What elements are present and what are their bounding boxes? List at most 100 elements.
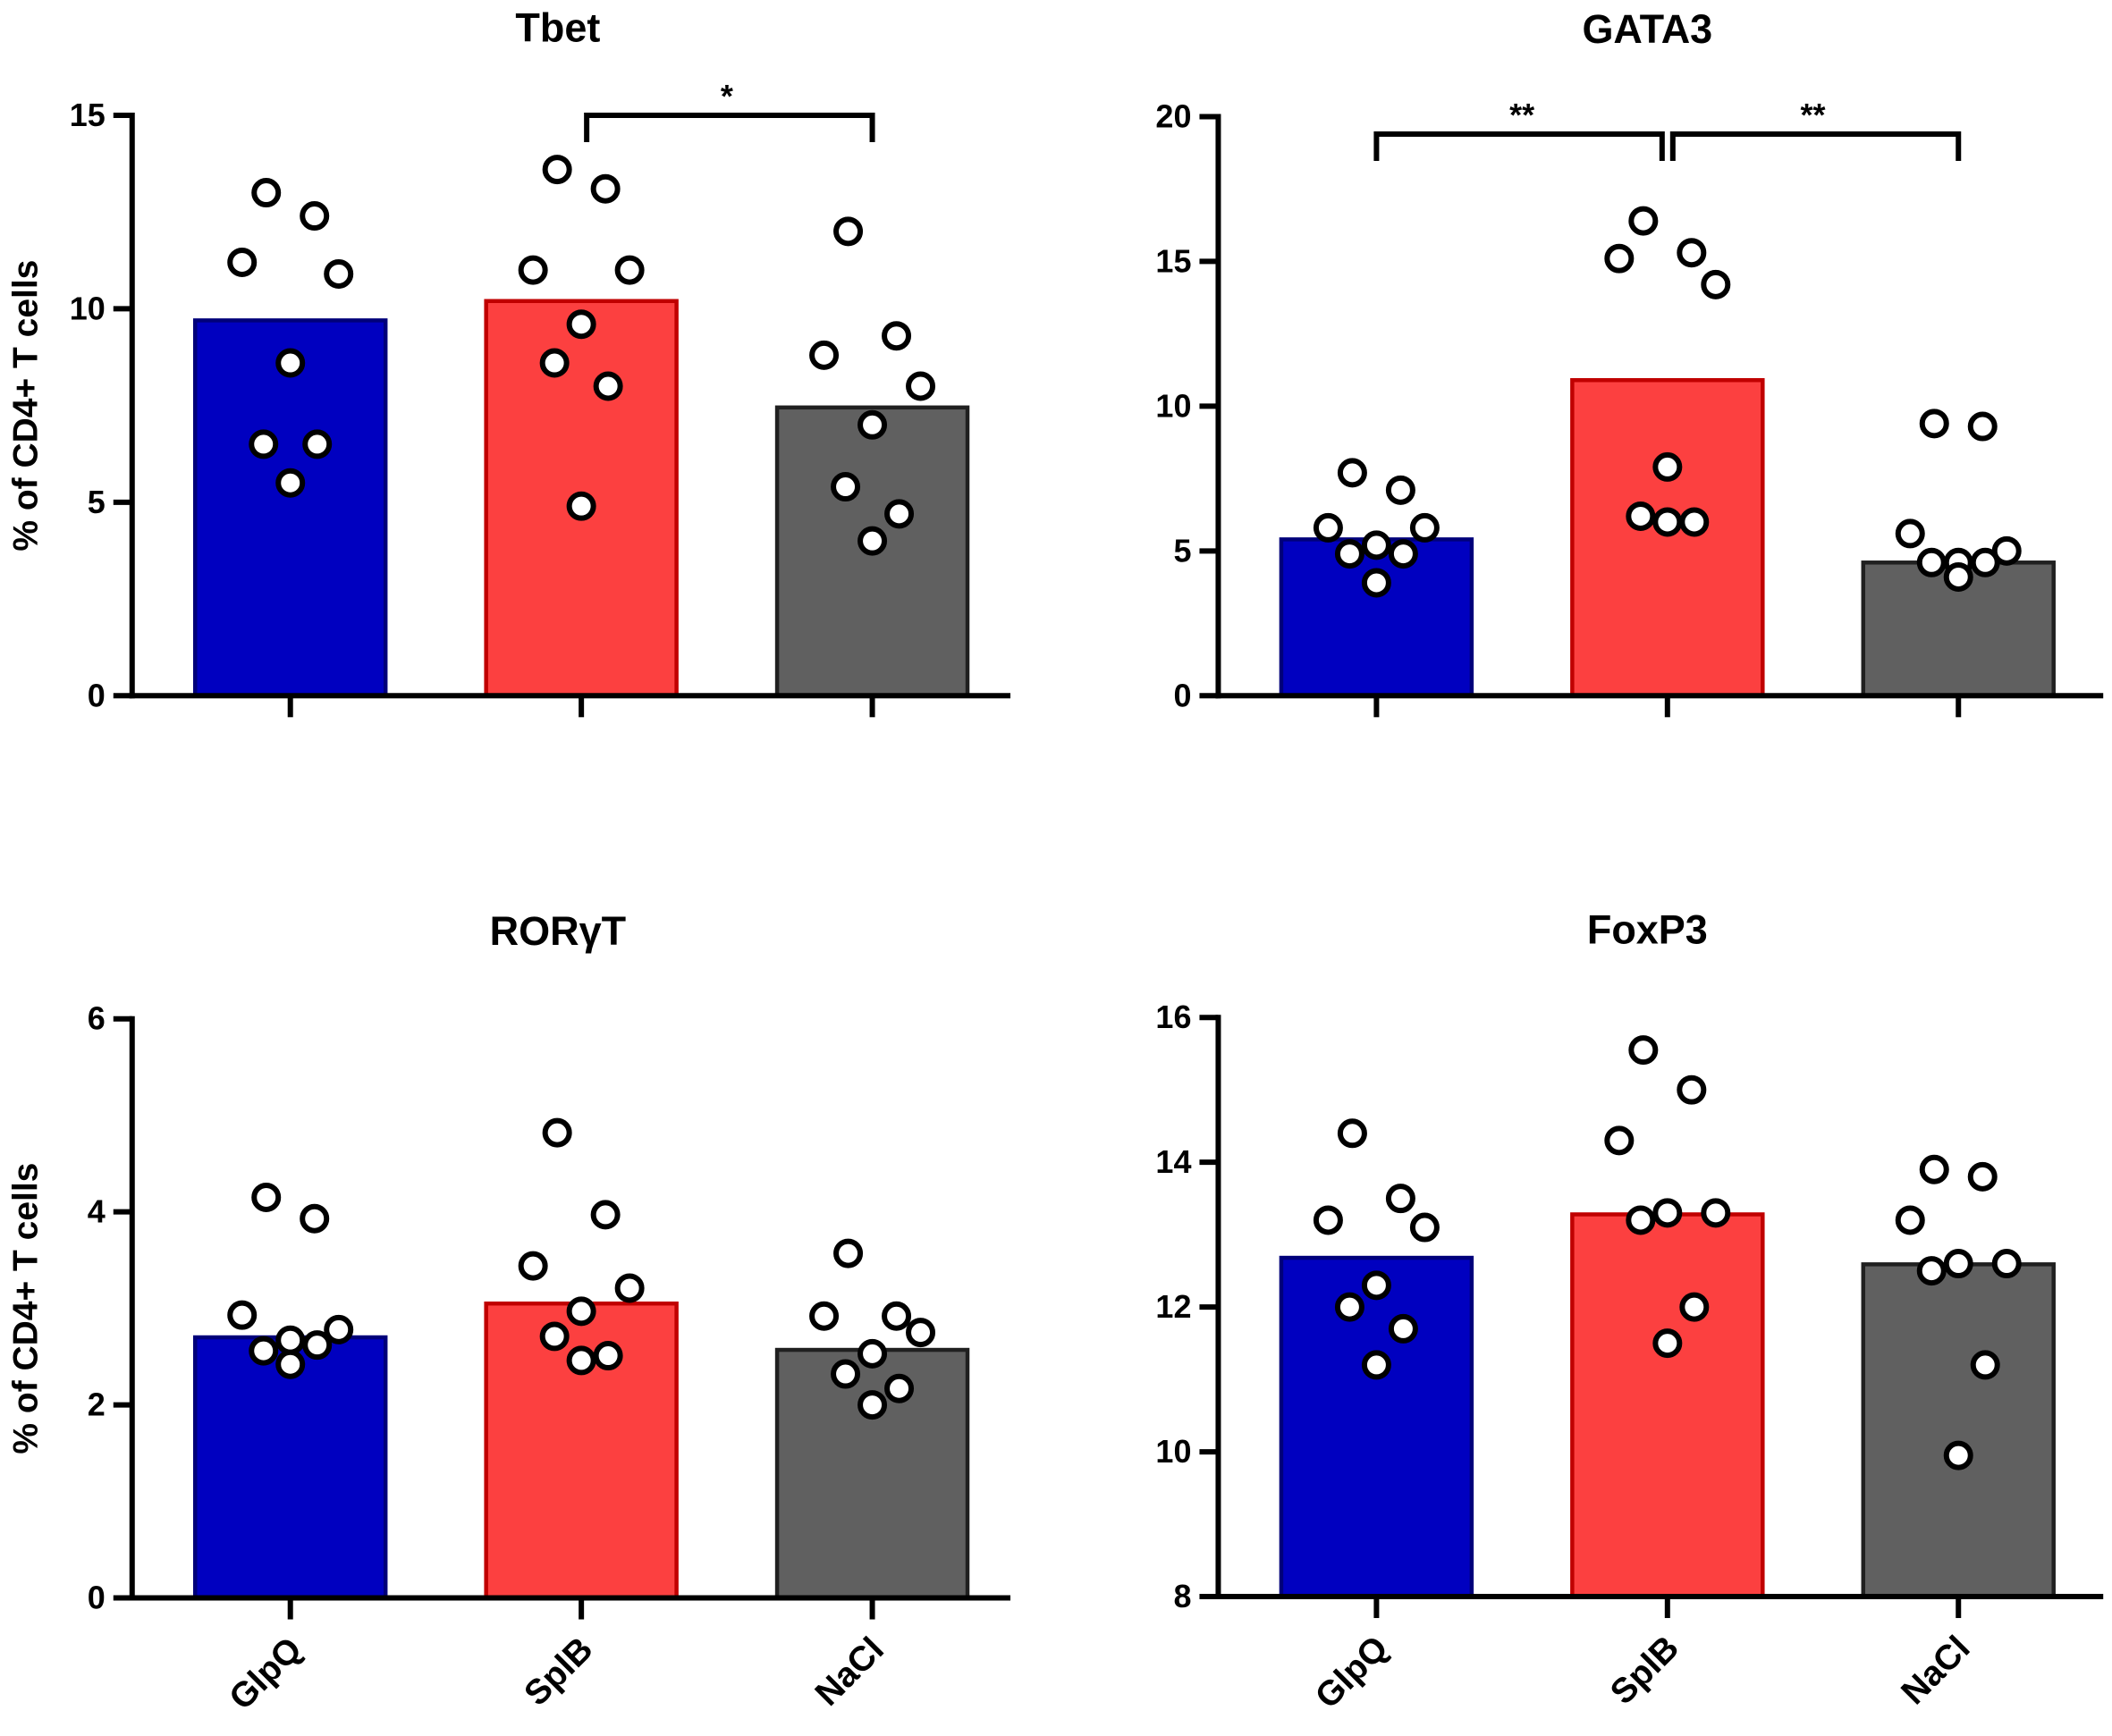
data-point xyxy=(831,472,861,502)
data-point xyxy=(539,348,570,378)
data-point xyxy=(1626,501,1656,531)
data-point xyxy=(249,1336,279,1366)
data-point xyxy=(1967,411,1998,442)
data-point xyxy=(1361,1350,1391,1380)
data-point xyxy=(1701,269,1731,299)
data-point xyxy=(302,1330,333,1361)
y-tick-label: 8 xyxy=(1173,1578,1191,1614)
y-tick-label: 15 xyxy=(1155,242,1191,279)
chart-title: GATA3 xyxy=(1582,6,1712,52)
y-tick-label: 0 xyxy=(88,677,106,713)
data-point xyxy=(1652,1328,1683,1359)
data-point xyxy=(1652,451,1683,482)
y-tick-label: 6 xyxy=(88,1000,106,1037)
data-point xyxy=(518,255,548,285)
significance-bracket xyxy=(584,112,875,142)
data-point xyxy=(251,1182,282,1212)
bar xyxy=(1279,1255,1474,1599)
data-point xyxy=(1943,1440,1973,1471)
y-tick-label: 12 xyxy=(1155,1288,1191,1325)
chart-title: Tbet xyxy=(515,4,600,50)
data-point xyxy=(1679,507,1710,537)
data-point xyxy=(1970,1350,2000,1380)
y-tick-label: 16 xyxy=(1155,999,1191,1035)
data-point xyxy=(1628,206,1659,236)
data-point xyxy=(857,1338,888,1369)
data-point xyxy=(1385,1184,1415,1214)
data-point xyxy=(275,1349,306,1379)
data-point xyxy=(1679,1292,1710,1322)
x-tick-label: SplB xyxy=(1603,1629,1686,1712)
data-point xyxy=(275,468,306,498)
x-tick-label: NaCl xyxy=(1894,1629,1977,1712)
data-point xyxy=(542,1117,572,1148)
data-point xyxy=(300,201,330,232)
data-point xyxy=(809,340,840,370)
y-axis-label: % of CD4+ T cells xyxy=(6,260,45,552)
bar xyxy=(192,318,388,698)
data-point xyxy=(1652,507,1683,537)
y-tick-label: 4 xyxy=(88,1193,106,1230)
data-point xyxy=(1337,1118,1367,1149)
data-point xyxy=(324,258,354,289)
data-point xyxy=(590,173,621,204)
data-point xyxy=(1895,1205,1925,1235)
y-tick-label: 5 xyxy=(1173,532,1191,569)
y-tick-label: 10 xyxy=(1155,387,1191,424)
data-point xyxy=(324,1314,354,1344)
data-point xyxy=(857,409,888,440)
data-point xyxy=(1409,512,1440,543)
data-point xyxy=(857,526,888,556)
data-point xyxy=(1604,1125,1635,1156)
data-point xyxy=(566,1296,596,1327)
data-point xyxy=(539,1321,570,1352)
data-point xyxy=(1604,243,1635,274)
x-tick-label: GlpQ xyxy=(1308,1629,1396,1716)
y-axis-label: % of CD4+ T cells xyxy=(6,1163,45,1454)
data-point xyxy=(542,155,572,185)
data-point xyxy=(1409,1212,1440,1243)
data-point xyxy=(1916,547,1947,577)
data-point xyxy=(1313,1205,1343,1235)
data-point xyxy=(833,1238,864,1268)
data-point xyxy=(566,491,596,521)
x-tick-label: SplB xyxy=(517,1630,600,1713)
data-point xyxy=(518,1251,548,1281)
data-point xyxy=(590,1200,621,1230)
data-point xyxy=(884,1373,915,1403)
data-point xyxy=(1991,535,2022,566)
bar xyxy=(1570,1212,1765,1599)
data-point xyxy=(614,1273,645,1303)
bar xyxy=(774,1347,970,1600)
data-point xyxy=(1628,1035,1659,1066)
data-point xyxy=(1388,539,1418,569)
bar xyxy=(1570,377,1765,698)
y-tick-label: 2 xyxy=(88,1386,106,1423)
data-point xyxy=(1677,238,1707,268)
bar xyxy=(1279,537,1474,698)
data-point xyxy=(1701,1198,1731,1228)
data-point xyxy=(1313,512,1343,543)
data-point xyxy=(1626,1205,1656,1235)
data-point xyxy=(809,1301,840,1331)
data-point xyxy=(566,1345,596,1376)
y-tick-label: 10 xyxy=(1155,1433,1191,1470)
data-point xyxy=(1361,568,1391,598)
data-point xyxy=(1361,530,1391,560)
data-point xyxy=(882,321,912,351)
data-point xyxy=(906,371,936,401)
data-point xyxy=(1967,1161,1998,1192)
significance-label: ** xyxy=(1509,97,1534,133)
data-point xyxy=(1943,561,1973,592)
data-point xyxy=(1970,547,2000,577)
data-point xyxy=(882,1301,912,1331)
data-point xyxy=(1361,1270,1391,1301)
x-tick-label: NaCl xyxy=(808,1630,891,1713)
significance-bracket xyxy=(1669,131,1962,161)
y-tick-label: 20 xyxy=(1155,97,1191,134)
data-point xyxy=(1337,458,1367,488)
data-point xyxy=(275,1325,306,1355)
data-point xyxy=(566,309,596,340)
x-tick-label: GlpQ xyxy=(222,1630,309,1717)
